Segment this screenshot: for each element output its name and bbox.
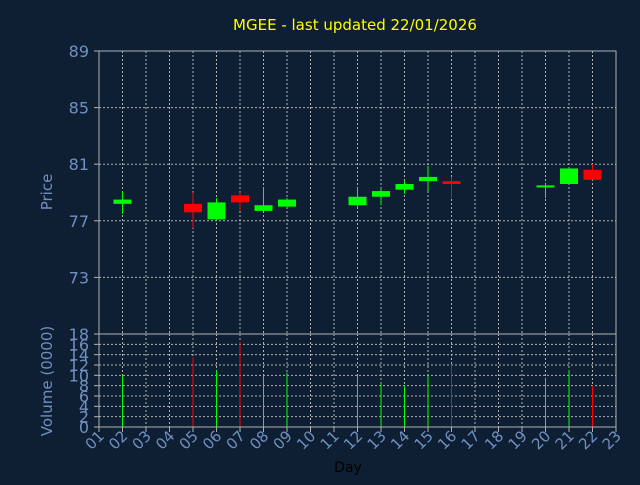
candle-body [348, 196, 367, 206]
price-tick-label: 81 [69, 155, 89, 174]
x-tick-label: 10 [293, 427, 319, 453]
grid-layer [99, 51, 616, 427]
x-tick-label: 07 [223, 427, 249, 453]
candle-body [231, 195, 249, 203]
x-tick-label: 08 [246, 427, 272, 453]
price-axis-label: Price [38, 174, 56, 211]
candle-body [419, 176, 437, 182]
volume-tick-label: 10 [69, 366, 89, 385]
price-tick-label: 77 [69, 212, 89, 231]
x-tick-label: 20 [528, 427, 554, 453]
x-tick-label: 02 [105, 427, 131, 453]
x-tick-label: 09 [270, 427, 296, 453]
x-tick-label: 11 [317, 427, 343, 453]
candle-body [207, 202, 226, 220]
candle-body [560, 168, 578, 185]
candle-body [278, 199, 296, 207]
x-tick-label: 15 [411, 427, 437, 453]
frame-layer [94, 50, 617, 432]
x-tick-label: 23 [599, 427, 625, 453]
candle-body [395, 184, 414, 190]
price-tick-label: 89 [69, 42, 89, 61]
candle-body [254, 205, 273, 211]
price-tick-label: 73 [69, 268, 89, 287]
x-tick-label: 13 [364, 427, 390, 453]
x-tick-label: 16 [434, 427, 460, 453]
candle-body [583, 169, 602, 180]
x-tick-label: 18 [481, 427, 507, 453]
volume-panel-frame [98, 333, 617, 428]
volume-tick-label: 0 [79, 418, 89, 437]
x-tick-label: 06 [199, 427, 225, 453]
candle-body [536, 185, 555, 188]
x-tick-label: 05 [176, 427, 202, 453]
candle-body [113, 199, 132, 204]
volume-tick-label: 12 [69, 356, 89, 375]
volume-tick-label: 18 [69, 325, 89, 344]
x-tick-label: 03 [129, 427, 155, 453]
volume-tick-label: 4 [79, 397, 89, 416]
x-tick-label: 14 [387, 427, 413, 453]
x-tick-label: 19 [505, 427, 531, 453]
volume-tick-label: 8 [79, 377, 89, 396]
x-tick-label: 12 [340, 427, 366, 453]
x-tick-label: 21 [552, 427, 578, 453]
volume-tick-label: 6 [79, 387, 89, 406]
marks-layer [113, 164, 602, 427]
candle-body [372, 191, 390, 197]
price-tick-label: 85 [69, 99, 89, 118]
candle-body [442, 181, 461, 185]
volume-tick-label: 16 [69, 335, 89, 354]
candle-body [184, 203, 202, 213]
volume-axis-label: Volume (0000) [38, 326, 56, 436]
volume-tick-label: 2 [79, 408, 89, 427]
chart-title: MGEE - last updated 22/01/2026 [233, 16, 477, 34]
x-tick-label: 04 [152, 427, 178, 453]
volume-tick-label: 14 [69, 346, 89, 365]
x-tick-label: 17 [458, 427, 484, 453]
tick-labels-layer: 8985817773181614121086420010203040506070… [69, 42, 625, 453]
x-axis-label: Day [334, 460, 362, 476]
x-tick-label: 22 [575, 427, 601, 453]
